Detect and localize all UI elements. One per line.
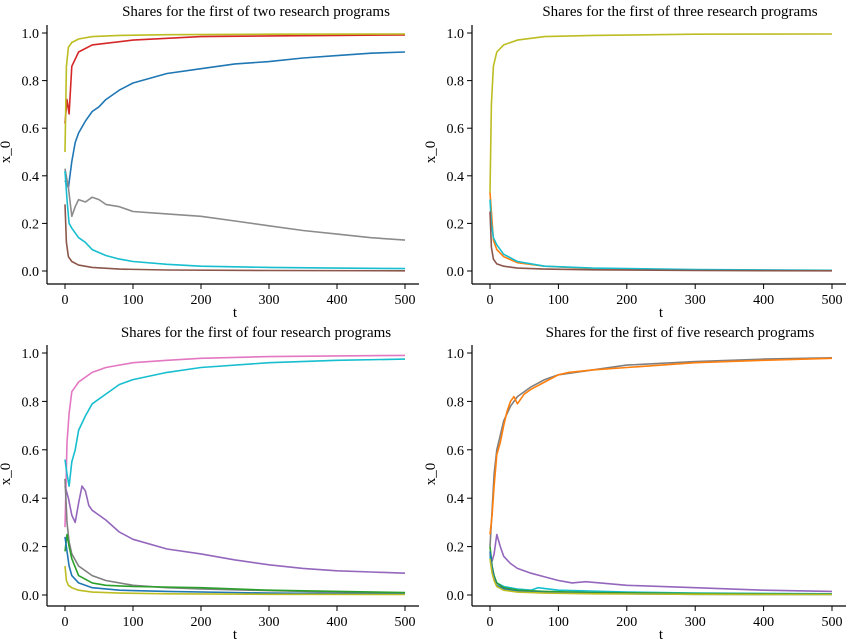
series-line-1: [489, 357, 833, 547]
y-tick-label: 0.2: [447, 217, 465, 232]
x-tick-label: 100: [123, 615, 144, 630]
series-line-1: [64, 354, 406, 528]
chart-panel-1: Shares for the first of two research pro…: [0, 4, 419, 321]
y-tick-label: 0.4: [447, 492, 465, 507]
x-tick-label: 0: [487, 293, 494, 308]
series-line-2: [64, 51, 406, 189]
y-tick-label: 0.2: [22, 541, 40, 556]
x-tick-label: 0: [487, 615, 494, 630]
x-tick-label: 500: [822, 293, 843, 308]
y-tick-label: 0.4: [22, 170, 40, 185]
y-axis-label: x_0: [423, 463, 439, 486]
y-tick-label: 0.6: [22, 444, 40, 459]
chart-title: Shares for the first of three research p…: [542, 4, 817, 20]
x-tick-label: 100: [548, 615, 569, 630]
y-tick-label: 0.8: [22, 75, 40, 90]
x-tick-label: 400: [753, 615, 774, 630]
x-axis-label: t: [659, 305, 664, 321]
y-tick-label: 0.0: [22, 589, 40, 604]
series-line-3: [64, 168, 406, 241]
y-tick-label: 0.8: [447, 75, 465, 90]
chart-title: Shares for the first of two research pro…: [122, 4, 390, 20]
x-tick-label: 100: [548, 293, 569, 308]
y-tick-label: 0.4: [447, 170, 465, 185]
series-line-1: [64, 34, 406, 124]
y-tick-label: 0.8: [22, 395, 40, 410]
series-line-2: [489, 357, 833, 535]
x-tick-label: 200: [616, 293, 637, 308]
series-line-5: [64, 533, 406, 594]
x-tick-label: 200: [191, 293, 212, 308]
chart-panel-2: Shares for the first of three research p…: [423, 4, 846, 321]
x-axis-label: t: [233, 627, 238, 639]
x-tick-label: 200: [616, 615, 637, 630]
y-tick-label: 1.0: [22, 347, 40, 362]
x-tick-label: 300: [685, 615, 706, 630]
x-tick-label: 300: [259, 293, 280, 308]
chart-panel-3: Shares for the first of four research pr…: [0, 325, 419, 639]
series-line-4: [64, 478, 406, 594]
y-tick-label: 1.0: [447, 27, 465, 42]
series-line-7: [489, 558, 833, 596]
x-tick-label: 400: [327, 293, 348, 308]
x-axis-label: t: [233, 305, 238, 321]
y-axis-label: x_0: [0, 463, 14, 486]
series-line-2: [489, 192, 833, 272]
x-tick-label: 200: [191, 615, 212, 630]
y-tick-label: 0.0: [447, 265, 465, 280]
chart-title: Shares for the first of five research pr…: [546, 325, 815, 341]
x-axis-label: t: [659, 627, 664, 639]
x-tick-label: 0: [62, 615, 69, 630]
y-tick-label: 0.2: [447, 541, 465, 556]
x-tick-label: 0: [62, 293, 69, 308]
series-line-6: [64, 33, 406, 153]
chart-title: Shares for the first of four research pr…: [121, 325, 391, 341]
y-tick-label: 0.2: [22, 217, 40, 232]
chart-panel-4: Shares for the first of five research pr…: [423, 325, 846, 639]
y-tick-label: 0.6: [447, 122, 465, 137]
x-tick-label: 300: [259, 615, 280, 630]
series-line-4: [489, 556, 833, 595]
x-tick-label: 500: [822, 615, 843, 630]
y-tick-label: 0.6: [22, 122, 40, 137]
y-axis-label: x_0: [423, 141, 439, 164]
series-line-3: [489, 533, 833, 593]
series-line-6: [64, 536, 406, 595]
y-axis-label: x_0: [0, 141, 14, 164]
series-line-7: [64, 565, 406, 596]
series-line-4: [489, 211, 833, 272]
series-line-5: [64, 204, 406, 272]
x-tick-label: 400: [327, 615, 348, 630]
y-tick-label: 0.0: [447, 589, 465, 604]
series-line-1: [489, 33, 833, 193]
series-line-3: [489, 199, 833, 272]
y-tick-label: 1.0: [22, 27, 40, 42]
y-tick-label: 0.0: [22, 265, 40, 280]
series-line-4: [64, 170, 406, 270]
x-tick-label: 300: [685, 293, 706, 308]
series-line-3: [64, 485, 406, 574]
series-line-2: [64, 358, 406, 487]
y-tick-label: 0.4: [22, 492, 40, 507]
x-tick-label: 500: [395, 293, 416, 308]
x-tick-label: 500: [395, 615, 416, 630]
y-tick-label: 0.6: [447, 444, 465, 459]
y-tick-label: 1.0: [447, 347, 465, 362]
x-tick-label: 100: [123, 293, 144, 308]
y-tick-label: 0.8: [447, 395, 465, 410]
x-tick-label: 400: [753, 293, 774, 308]
